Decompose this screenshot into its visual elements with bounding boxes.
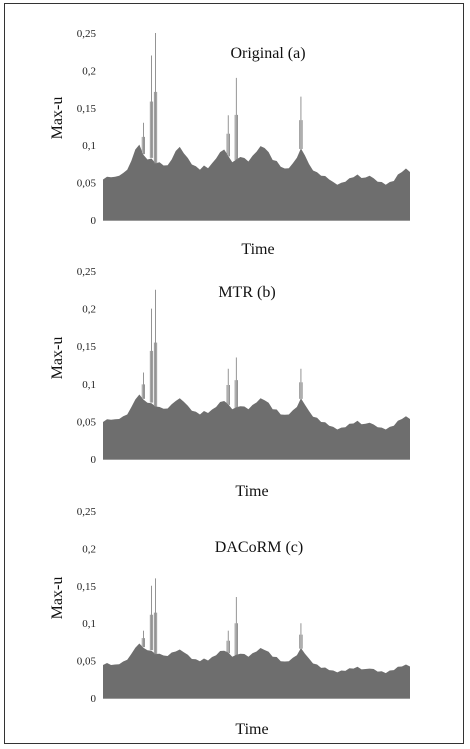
panel-mtr-plot xyxy=(103,289,410,460)
panel-mtr-title: MTR (b) xyxy=(218,284,275,301)
ytick-label: 0,25 xyxy=(77,506,97,518)
ytick-label: 0,25 xyxy=(77,28,97,40)
panel-dacorm-xlabel: Time xyxy=(235,721,268,738)
panel-mtr-xlabel: Time xyxy=(235,483,268,500)
ytick-label: 0,2 xyxy=(82,543,96,555)
panel-original-yticks: 0 0,05 0,1 0,15 0,2 0,25 xyxy=(77,28,97,227)
ytick-label: 0,05 xyxy=(77,178,97,190)
series-area xyxy=(103,394,410,459)
series-area xyxy=(103,144,410,220)
panel-original-plot xyxy=(103,33,410,221)
panel-dacorm-ylabel: Max-u xyxy=(49,577,66,620)
ytick-label: 0,05 xyxy=(77,656,97,668)
panel-mtr-yticks: 0 0,05 0,1 0,15 0,2 0,25 xyxy=(77,266,97,466)
series-area xyxy=(103,643,410,698)
ytick-label: 0,1 xyxy=(82,140,96,152)
panel-mtr-ylabel: Max-u xyxy=(49,337,66,380)
panel-dacorm-plot xyxy=(103,578,410,699)
ytick-label: 0,2 xyxy=(82,65,96,77)
ytick-label: 0,15 xyxy=(77,103,97,115)
ytick-label: 0,1 xyxy=(82,618,96,630)
panel-dacorm-title: DACoRM (c) xyxy=(215,539,303,556)
panel-dacorm-yticks: 0 0,05 0,1 0,15 0,2 0,25 xyxy=(77,506,97,705)
ytick-label: 0,25 xyxy=(77,266,97,278)
ytick-label: 0 xyxy=(91,215,97,227)
ytick-label: 0,1 xyxy=(82,379,96,391)
ytick-label: 0,2 xyxy=(82,304,96,316)
panel-dacorm: Max-u DACoRM (c) Time 0 0,05 0,1 0,15 0,2 0,2… xyxy=(49,506,410,738)
ytick-label: 0,15 xyxy=(77,581,97,593)
ytick-label: 0,15 xyxy=(77,341,97,353)
panel-original-xlabel: Time xyxy=(241,241,274,258)
panel-original-ylabel: Max-u xyxy=(49,97,66,140)
ytick-label: 0 xyxy=(91,693,97,705)
panel-original-title: Original (a) xyxy=(230,45,305,62)
ytick-label: 0,05 xyxy=(77,416,97,428)
figure-frame xyxy=(4,3,464,744)
panel-original: Max-u Original (a) Time 00,050,10,150,20… xyxy=(49,28,410,258)
ytick-label: 0 xyxy=(91,454,97,466)
panel-mtr: Max-u MTR (b) Time 0 0,05 0,1 0,15 0,2 0,25 xyxy=(49,266,410,500)
